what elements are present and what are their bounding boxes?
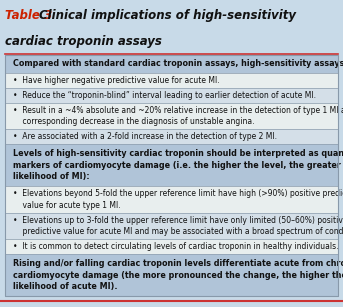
Bar <box>5 103 338 129</box>
Bar <box>5 87 338 103</box>
Bar <box>5 55 338 296</box>
Text: •  Result in a ~4% absolute and ~20% relative increase in the detection of type : • Result in a ~4% absolute and ~20% rela… <box>13 106 343 126</box>
Bar <box>5 144 338 186</box>
Text: Compared with standard cardiac troponin assays, high-sensitivity assays:: Compared with standard cardiac troponin … <box>13 60 343 68</box>
Bar <box>5 55 338 73</box>
Text: •  Reduce the “troponin-blind” interval leading to earlier detection of acute MI: • Reduce the “troponin-blind” interval l… <box>13 91 316 99</box>
Text: •  Elevations up to 3-fold the upper reference limit have only limited (50–60%) : • Elevations up to 3-fold the upper refe… <box>13 216 343 236</box>
Text: Levels of high-sensitivity cardiac troponin should be interpreted as quantitativ: Levels of high-sensitivity cardiac tropo… <box>13 149 343 181</box>
Bar <box>5 73 338 87</box>
Text: •  Are associated with a 2-fold increase in the detection of type 2 MI.: • Are associated with a 2-fold increase … <box>13 132 277 141</box>
Text: •  Elevations beyond 5-fold the upper reference limit have high (>90%) positive : • Elevations beyond 5-fold the upper ref… <box>13 189 343 210</box>
Text: Rising and/or falling cardiac troponin levels differentiate acute from chronic
c: Rising and/or falling cardiac troponin l… <box>13 259 343 291</box>
Bar <box>5 186 338 213</box>
Bar <box>5 239 338 254</box>
Text: Clinical implications of high-sensitivity: Clinical implications of high-sensitivit… <box>39 9 296 22</box>
Text: •  Have higher negative predictive value for acute MI.: • Have higher negative predictive value … <box>13 76 219 85</box>
Text: Table 3: Table 3 <box>5 9 52 22</box>
Bar <box>5 254 338 296</box>
Bar <box>5 213 338 239</box>
Text: cardiac troponin assays: cardiac troponin assays <box>5 35 162 48</box>
Bar <box>5 129 338 144</box>
Bar <box>0 0 343 54</box>
Text: •  It is common to detect circulating levels of cardiac troponin in healthy indi: • It is common to detect circulating lev… <box>13 242 338 251</box>
